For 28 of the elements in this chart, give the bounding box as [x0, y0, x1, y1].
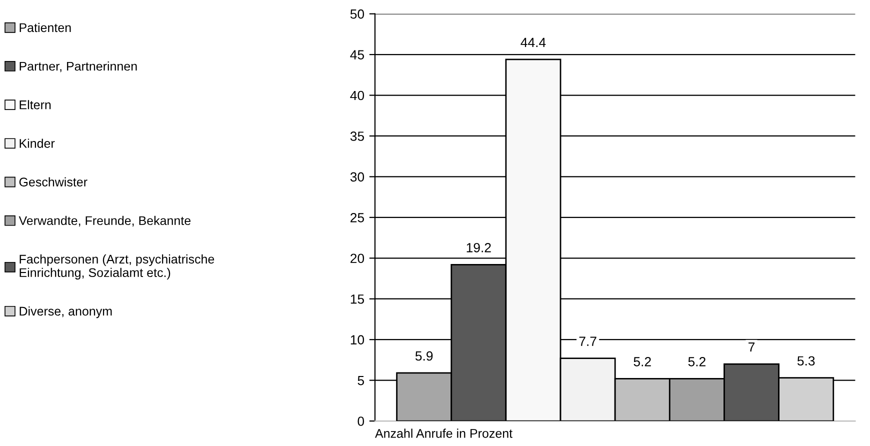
y-tick-label: 50	[350, 9, 364, 19]
y-tick-label: 10	[350, 335, 364, 344]
legend-label: Patienten	[20, 22, 71, 32]
y-tick-label: 40	[350, 90, 364, 100]
legend-label: Partner, Partnerinnen	[20, 62, 137, 72]
y-tick-label: 25	[350, 212, 364, 222]
y-tick-label: 15	[350, 294, 364, 304]
data-label: 5.2	[634, 357, 651, 366]
legend-label: Verwandte, Freunde, Bekannte	[18, 216, 191, 227]
x-axis-title: Anzahl Anrufe in Prozent	[374, 428, 512, 438]
data-label: 7.7	[579, 336, 596, 346]
y-tick-label: 20	[350, 254, 364, 264]
data-label: 5.3	[797, 356, 815, 366]
legend-label: Geschwister	[19, 177, 88, 186]
legend-label: Fachpersonen (Arzt, psychiatrische Einrichtung, Sozialamt etc.)	[20, 254, 214, 280]
legend-label: Diverse, anonym	[20, 306, 112, 318]
data-label: 5.2	[688, 357, 706, 366]
legend-label: Kinder	[20, 138, 55, 148]
y-tick-label: 45	[350, 50, 364, 60]
data-label: 7	[748, 342, 755, 352]
y-tick-label: 0	[358, 416, 364, 426]
data-label: 19.2	[466, 242, 491, 252]
legend-label: Eltern	[20, 100, 51, 110]
y-tick-label: 30	[350, 172, 364, 182]
y-tick-label: 5	[358, 376, 364, 386]
y-tick-label: 35	[350, 132, 364, 141]
data-label: 44.4	[520, 38, 546, 47]
data-label: 5.9	[415, 351, 433, 361]
